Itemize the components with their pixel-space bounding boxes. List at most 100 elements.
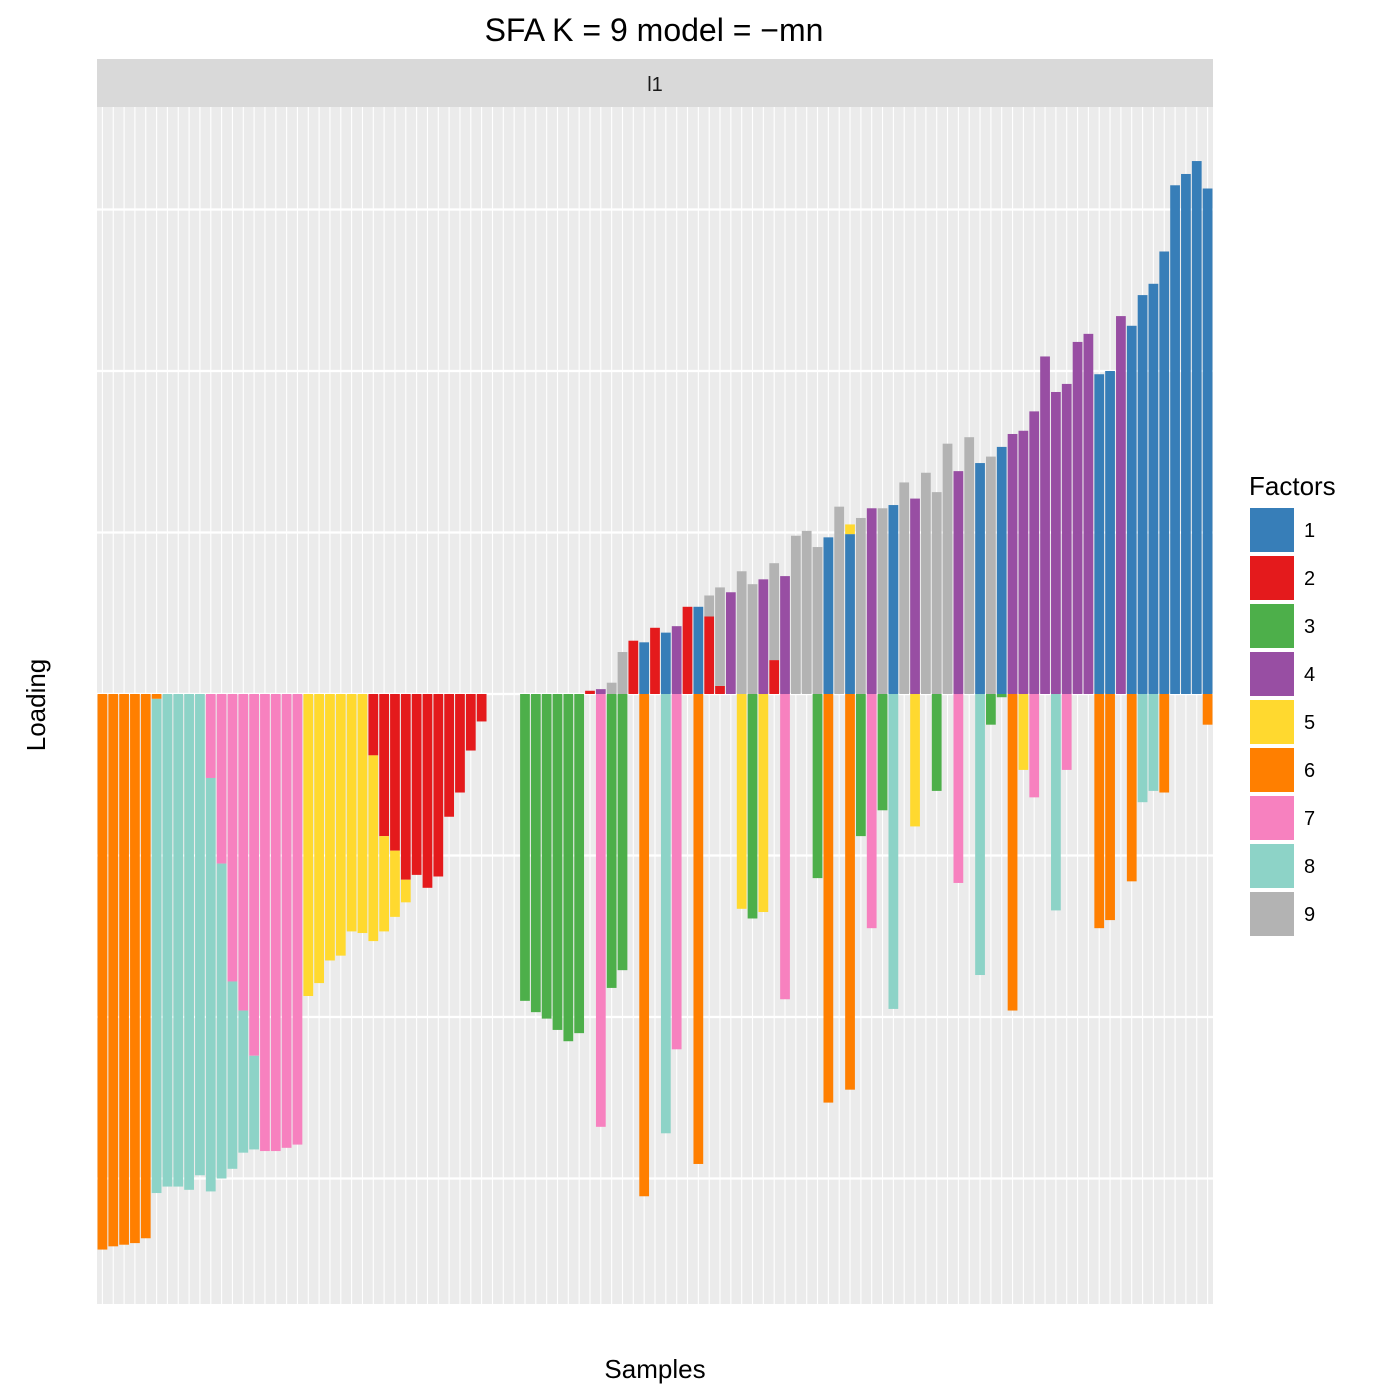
bar-segment-factor-1 <box>888 505 899 694</box>
bar-segment-factor-6 <box>119 694 129 1245</box>
bar-segment-factor-9 <box>606 682 617 694</box>
bar-segment-factor-9 <box>747 584 758 694</box>
bar-segment-factor-3 <box>996 694 1007 698</box>
bar-segment-factor-1 <box>660 632 671 694</box>
bar-segment-factor-3 <box>530 694 541 1013</box>
bar-segment-factor-7 <box>249 694 259 1056</box>
bar-segment-factor-4 <box>1007 433 1018 694</box>
bar-segment-factor-2 <box>585 690 595 694</box>
bar-segment-factor-3 <box>541 694 552 1019</box>
bar-segment-factor-3 <box>877 694 888 811</box>
legend-label-factor-1: 1 <box>1304 520 1315 542</box>
bar-segment-factor-8 <box>227 981 238 1169</box>
bar-segment-factor-9 <box>855 517 866 694</box>
bar-segment-factor-7 <box>216 694 227 864</box>
bar-segment-factor-4 <box>910 498 920 694</box>
bar-segment-factor-5 <box>346 694 357 932</box>
bar-segment-factor-8 <box>249 1055 259 1150</box>
bar-segment-factor-1 <box>1181 173 1191 695</box>
bar-segment-factor-6 <box>693 694 704 1164</box>
legend-label-factor-8: 8 <box>1304 856 1315 878</box>
bar-segment-factor-6 <box>1126 694 1137 882</box>
bar-segment-factor-5 <box>736 694 747 909</box>
bar-segment-factor-3 <box>563 694 574 1042</box>
bar-segment-factor-4 <box>953 471 964 694</box>
legend-key-factor-4 <box>1250 652 1294 696</box>
x-axis-title: Samples <box>604 1354 705 1384</box>
bar-segment-factor-9 <box>704 595 715 617</box>
bar-segment-factor-6 <box>1202 694 1213 725</box>
bar-segment-factor-5 <box>335 694 346 956</box>
bar-segment-factor-8 <box>205 777 216 1192</box>
bar-segment-factor-3 <box>986 694 996 725</box>
bar-segment-factor-3 <box>812 694 823 879</box>
bar-segment-factor-1 <box>1202 188 1213 694</box>
bar-segment-factor-5 <box>400 879 411 903</box>
bar-segment-factor-5 <box>314 694 324 984</box>
bar-segment-factor-1 <box>1094 374 1105 694</box>
bar-segment-factor-3 <box>606 694 617 988</box>
bar-segment-factor-2 <box>465 694 476 751</box>
bar-segment-factor-5 <box>325 694 335 961</box>
bar-segment-factor-1 <box>1105 371 1115 694</box>
bar-segment-factor-6 <box>108 694 119 1247</box>
bar-segment-factor-7 <box>281 694 292 1148</box>
bar-segment-factor-9 <box>769 563 780 661</box>
legend-label-factor-9: 9 <box>1304 904 1315 926</box>
bar-segment-factor-2 <box>400 694 411 880</box>
bar-segment-factor-5 <box>845 524 855 535</box>
legend-key-factor-6 <box>1250 748 1294 792</box>
bar-segment-factor-5 <box>910 694 920 827</box>
bar-segment-factor-5 <box>379 836 390 932</box>
bar-segment-factor-8 <box>1137 694 1148 803</box>
bar-segment-factor-8 <box>1051 694 1061 911</box>
bar-segment-factor-8 <box>238 1010 249 1153</box>
bar-segment-factor-2 <box>715 685 725 694</box>
bar-segment-factor-6 <box>1105 694 1115 921</box>
bar-segment-factor-4 <box>1051 391 1061 694</box>
legend-key-factor-9 <box>1250 892 1294 936</box>
legend-label-factor-4: 4 <box>1304 664 1315 686</box>
chart-title: SFA K = 9 model = −mn <box>485 12 824 48</box>
bar-segment-factor-3 <box>747 694 758 919</box>
legend-label-factor-3: 3 <box>1304 616 1315 638</box>
bar-segment-factor-4 <box>595 689 606 694</box>
bar-segment-factor-8 <box>888 694 899 1009</box>
bar-segment-factor-2 <box>433 694 444 877</box>
bar-segment-factor-8 <box>1148 694 1159 791</box>
bar-segment-factor-3 <box>574 694 585 1034</box>
bar-segment-factor-2 <box>368 694 379 756</box>
bar-segment-factor-5 <box>1018 694 1029 770</box>
bar-segment-factor-6 <box>823 694 834 1103</box>
bar-segment-factor-8 <box>162 694 173 1187</box>
bar-segment-factor-5 <box>758 694 769 913</box>
bar-segment-factor-6 <box>151 694 162 699</box>
legend-key-factor-7 <box>1250 796 1294 840</box>
bar-segment-factor-9 <box>834 506 845 694</box>
bar-segment-factor-2 <box>704 616 715 694</box>
bar-segment-factor-9 <box>931 492 942 694</box>
bar-segment-factor-7 <box>1029 694 1040 798</box>
bar-segment-factor-2 <box>455 694 465 793</box>
bar-segment-factor-9 <box>801 530 812 694</box>
bar-segment-factor-6 <box>140 694 151 1239</box>
y-axis-title: Loading <box>21 659 51 752</box>
bar-segment-factor-7 <box>205 694 216 778</box>
bar-segment-factor-9 <box>736 571 747 694</box>
legend-label-factor-7: 7 <box>1304 808 1315 830</box>
bar-segment-factor-9 <box>986 456 996 694</box>
bar-segment-factor-1 <box>1159 251 1170 695</box>
bar-segment-factor-7 <box>671 694 682 1050</box>
legend-label-factor-6: 6 <box>1304 760 1315 782</box>
bar-segment-factor-7 <box>953 694 964 883</box>
bar-segment-factor-4 <box>1116 316 1126 694</box>
bar-segment-factor-7 <box>292 694 303 1145</box>
bar-segment-factor-9 <box>920 472 931 694</box>
bar-segment-factor-5 <box>368 755 379 942</box>
bar-segment-factor-3 <box>520 694 530 1001</box>
legend-key-factor-8 <box>1250 844 1294 888</box>
bar-segment-factor-8 <box>173 694 184 1187</box>
bar-segment-factor-1 <box>1126 325 1137 694</box>
bar-segment-factor-2 <box>411 694 422 875</box>
